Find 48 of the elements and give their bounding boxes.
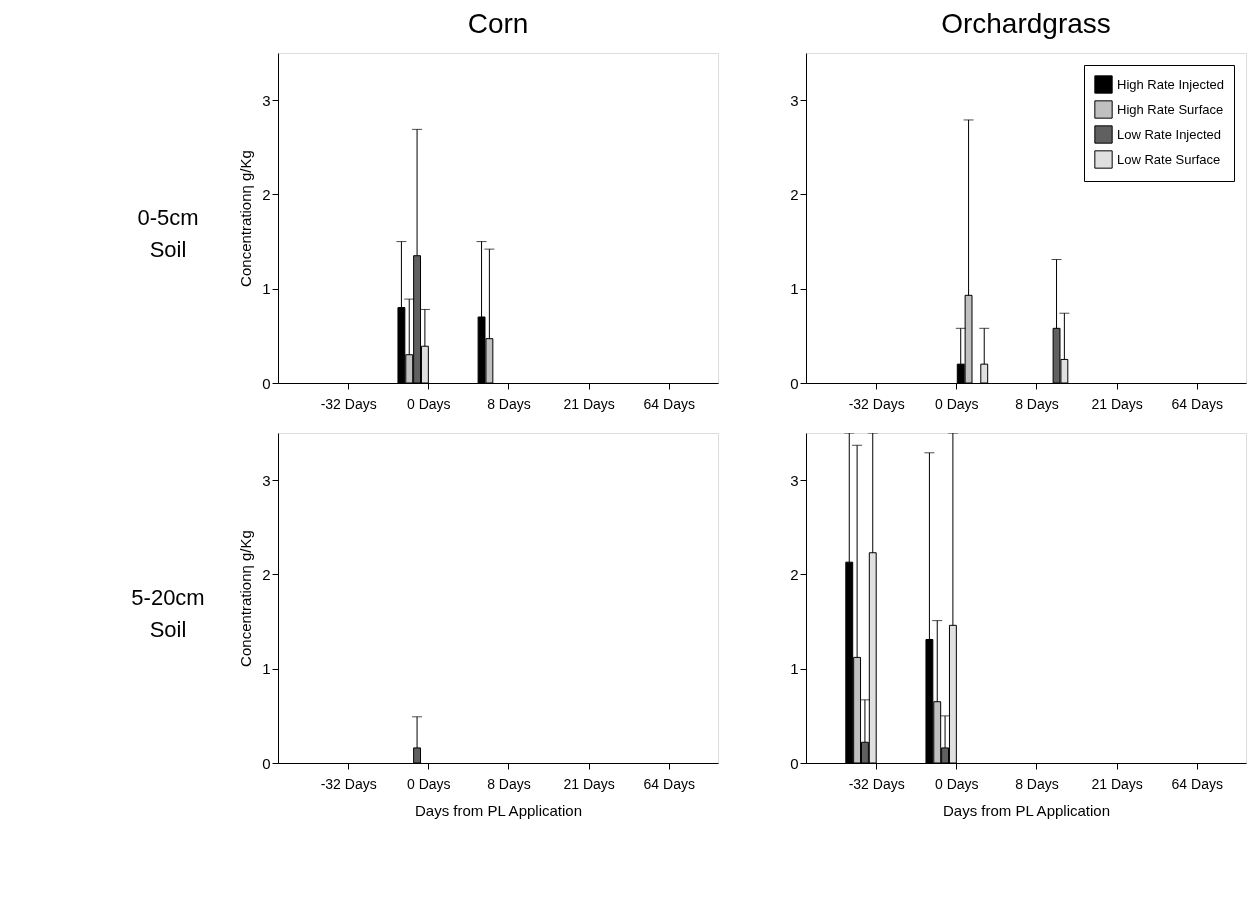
legend-label: Low Rate Surface (1117, 151, 1221, 167)
y-tick-label: 2 (790, 185, 799, 203)
x-axis-title: Days from PL Application (942, 801, 1111, 819)
text: 5-20cm Soil (131, 585, 205, 642)
legend-label: Low Rate Injected (1117, 126, 1222, 142)
y-tick-label: 2 (790, 565, 799, 583)
y-tick-label: 0 (262, 754, 271, 772)
y-tick-label: 0 (790, 754, 799, 772)
x-tick-label: 0 Days (935, 775, 979, 792)
x-tick-label: 64 Days (1171, 395, 1223, 412)
text: 0-5cm Soil (137, 205, 199, 262)
y-tick-label: 1 (790, 280, 799, 298)
y-tick-label: 3 (790, 471, 799, 489)
x-tick-label: 64 Days (1171, 775, 1223, 792)
y-tick-label: 1 (262, 660, 271, 678)
x-tick-label: 8 Days (487, 775, 531, 792)
y-tick-label: 1 (262, 280, 271, 298)
y-tick-label: 3 (790, 91, 799, 109)
x-tick-label: -32 Days (848, 775, 905, 792)
x-tick-label: 0 Days (407, 775, 451, 792)
y-axis-title: Concentrationη g/Kg (237, 530, 255, 667)
x-tick-label: -32 Days (320, 775, 377, 792)
legend-label: High Rate Injected (1117, 76, 1224, 92)
x-tick-label: 8 Days (1015, 775, 1059, 792)
x-tick-label: -32 Days (848, 395, 905, 412)
x-tick-label: 64 Days (643, 775, 695, 792)
y-tick-label: 3 (262, 91, 271, 109)
chart-title: Orchardgrass (941, 8, 1111, 39)
y-tick-label: 2 (262, 185, 271, 203)
x-tick-label: 64 Days (643, 395, 695, 412)
y-axis-title: Concentrationη g/Kg (237, 150, 255, 287)
y-tick-label: 2 (262, 565, 271, 583)
x-axis-title: Days from PL Application (414, 801, 583, 819)
x-tick-label: 8 Days (1015, 395, 1059, 412)
x-tick-label: 0 Days (935, 395, 979, 412)
x-tick-label: 21 Days (1091, 395, 1143, 412)
x-tick-label: -32 Days (320, 395, 377, 412)
y-tick-label: 0 (790, 374, 799, 392)
chart-title: Corn (467, 8, 529, 39)
x-tick-label: 21 Days (1091, 775, 1143, 792)
y-tick-label: 1 (790, 660, 799, 678)
x-tick-label: 21 Days (563, 775, 615, 792)
y-tick-label: 3 (262, 471, 271, 489)
y-tick-label: 0 (262, 374, 271, 392)
x-tick-label: 8 Days (487, 395, 531, 412)
legend-label: High Rate Surface (1117, 101, 1224, 117)
x-tick-label: 0 Days (407, 395, 451, 412)
x-tick-label: 21 Days (563, 395, 615, 412)
